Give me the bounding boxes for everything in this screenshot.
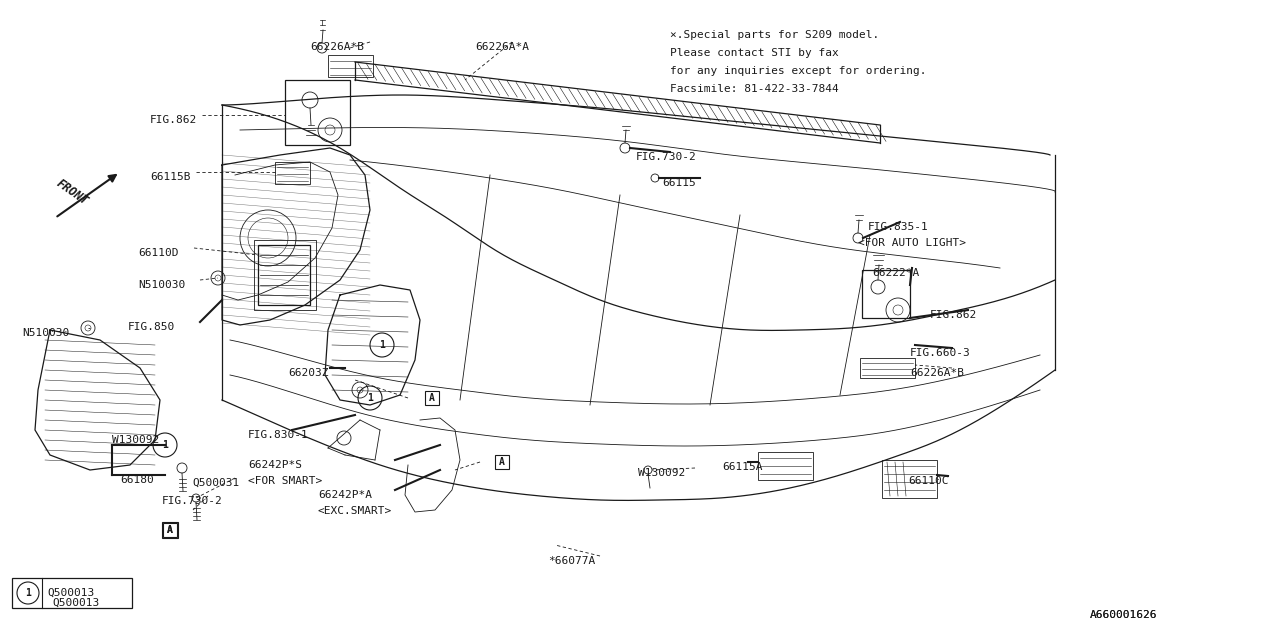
Text: 66115A: 66115A	[722, 462, 763, 472]
Text: FIG.862: FIG.862	[931, 310, 977, 320]
Text: 66226A*A: 66226A*A	[475, 42, 529, 52]
Text: A660001626: A660001626	[1091, 610, 1157, 620]
Bar	[275, 162, 310, 184]
Bar	[495, 455, 509, 469]
Text: 66180: 66180	[120, 475, 154, 485]
Text: A: A	[168, 525, 173, 535]
Text: 66226A*B: 66226A*B	[910, 368, 964, 378]
Bar	[285, 80, 349, 145]
Text: 66226A*B: 66226A*B	[310, 42, 364, 52]
Bar	[163, 522, 178, 538]
Text: 1: 1	[163, 440, 168, 450]
Text: FIG.862: FIG.862	[150, 115, 197, 125]
Text: Q500031: Q500031	[192, 478, 239, 488]
Text: 1: 1	[379, 340, 385, 350]
Text: W130092: W130092	[637, 468, 685, 478]
Text: 66222*A: 66222*A	[872, 268, 919, 278]
Bar	[860, 358, 915, 378]
Text: FIG.850: FIG.850	[128, 322, 175, 332]
Text: 66115: 66115	[662, 178, 696, 188]
Text: 66115B: 66115B	[150, 172, 191, 182]
Bar	[259, 245, 310, 305]
Text: Q500013: Q500013	[47, 588, 95, 598]
Text: FIG.830-1: FIG.830-1	[248, 430, 308, 440]
Text: <EXC.SMART>: <EXC.SMART>	[317, 506, 392, 516]
Text: A660001626: A660001626	[1091, 610, 1157, 620]
Text: FIG.730-2: FIG.730-2	[636, 152, 696, 162]
Bar	[425, 391, 439, 405]
Bar	[12, 578, 132, 608]
Text: 66242P*S: 66242P*S	[248, 460, 302, 470]
Text: N510030: N510030	[138, 280, 186, 290]
Text: *66077A: *66077A	[548, 556, 595, 566]
Text: <FOR AUTO LIGHT>: <FOR AUTO LIGHT>	[858, 238, 966, 248]
Bar	[882, 460, 937, 498]
Text: A: A	[168, 525, 173, 535]
Text: FIG.730-2: FIG.730-2	[163, 496, 223, 506]
Text: 66242P*A: 66242P*A	[317, 490, 372, 500]
Text: Q500013: Q500013	[52, 598, 100, 608]
Text: <FOR SMART>: <FOR SMART>	[248, 476, 323, 486]
Bar	[253, 240, 316, 310]
Bar	[328, 55, 372, 77]
Text: FRONT: FRONT	[54, 177, 91, 207]
Text: Please contact STI by fax: Please contact STI by fax	[669, 48, 838, 58]
Text: A: A	[499, 457, 504, 467]
Text: ×.Special parts for S209 model.: ×.Special parts for S209 model.	[669, 30, 879, 40]
Text: Facsimile: 81-422-33-7844: Facsimile: 81-422-33-7844	[669, 84, 838, 94]
Text: for any inquiries except for ordering.: for any inquiries except for ordering.	[669, 66, 927, 76]
Text: FIG.660-3: FIG.660-3	[910, 348, 970, 358]
Text: 1: 1	[26, 588, 31, 598]
Text: 66110C: 66110C	[908, 476, 948, 486]
Text: A: A	[429, 393, 435, 403]
Text: 66110D: 66110D	[138, 248, 178, 258]
Bar	[163, 523, 177, 537]
Bar	[758, 452, 813, 480]
Text: 1: 1	[367, 393, 372, 403]
Text: W130092: W130092	[113, 435, 159, 445]
Text: 66203Z: 66203Z	[288, 368, 329, 378]
Bar	[861, 270, 910, 318]
Text: N510030: N510030	[22, 328, 69, 338]
Text: FIG.835-1: FIG.835-1	[868, 222, 929, 232]
